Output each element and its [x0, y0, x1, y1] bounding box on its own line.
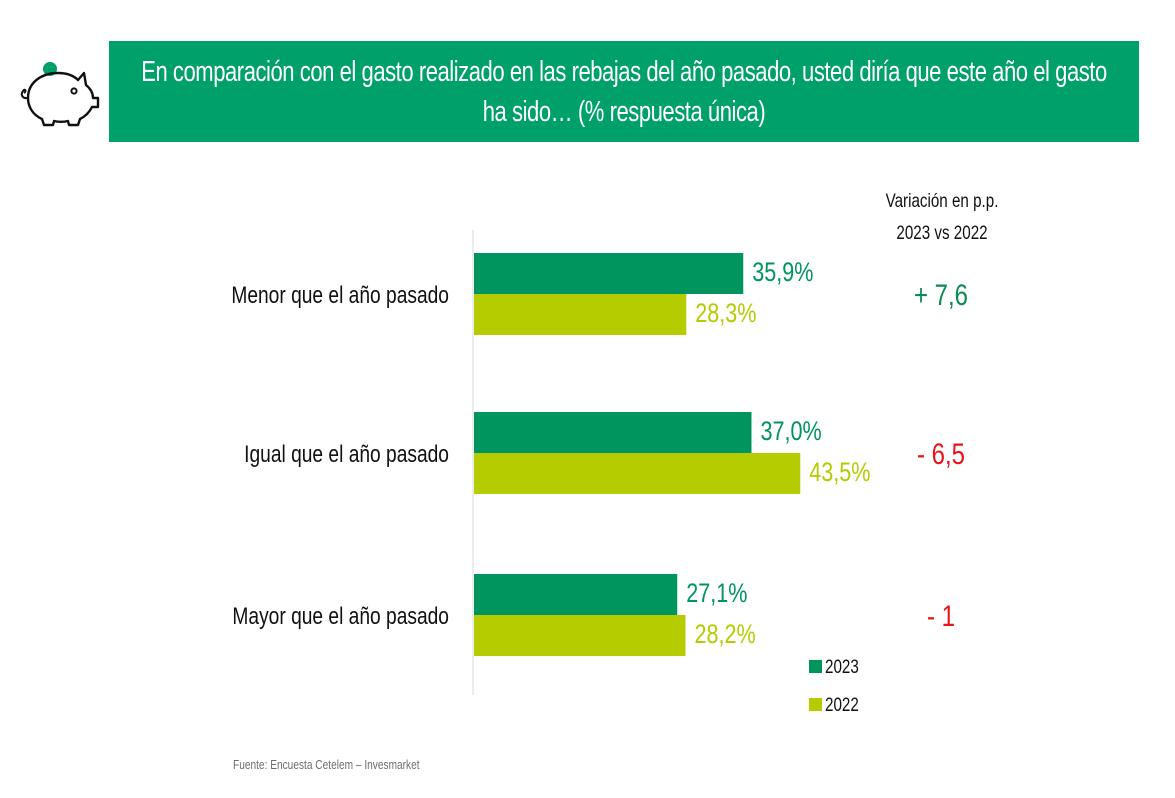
variation-title-line1: Variación en p.p. — [886, 189, 999, 211]
bar-2023 — [474, 412, 752, 453]
bar-2022 — [474, 453, 801, 494]
piggy-bank-icon — [20, 62, 100, 127]
source-text: Fuente: Encuesta Cetelem – Invesmarket — [233, 757, 420, 772]
value-label-2022: 28,2% — [695, 620, 756, 650]
title-banner: En comparación con el gasto realizado en… — [109, 41, 1139, 142]
category-label: Mayor que el año pasado — [232, 602, 449, 630]
bar-2022 — [474, 615, 686, 656]
value-label-2023: 37,0% — [761, 417, 822, 447]
legend-swatch-2022 — [809, 698, 822, 711]
variation-title-line2: 2023 vs 2022 — [896, 221, 987, 243]
legend-label-2023: 2023 — [825, 655, 859, 677]
bar-2023 — [474, 253, 744, 294]
bar-2022 — [474, 294, 687, 335]
value-label-2022: 43,5% — [809, 458, 870, 488]
bar-2023 — [474, 574, 678, 615]
variation-value: - 1 — [927, 598, 955, 632]
variation-value: - 6,5 — [917, 436, 965, 470]
category-label: Igual que el año pasado — [244, 440, 449, 468]
category-label: Menor que el año pasado — [231, 281, 449, 309]
legend-swatch-2023 — [809, 660, 822, 673]
chart-title: En comparación con el gasto realizado en… — [141, 55, 1107, 128]
value-label-2023: 27,1% — [686, 579, 747, 609]
variation-value: + 7,6 — [914, 277, 968, 311]
source-note: Fuente: Encuesta Cetelem – Invesmarket — [233, 757, 472, 772]
value-label-2022: 28,3% — [695, 299, 756, 329]
legend-label-2022: 2022 — [825, 693, 859, 715]
value-label-2023: 35,9% — [752, 258, 813, 288]
